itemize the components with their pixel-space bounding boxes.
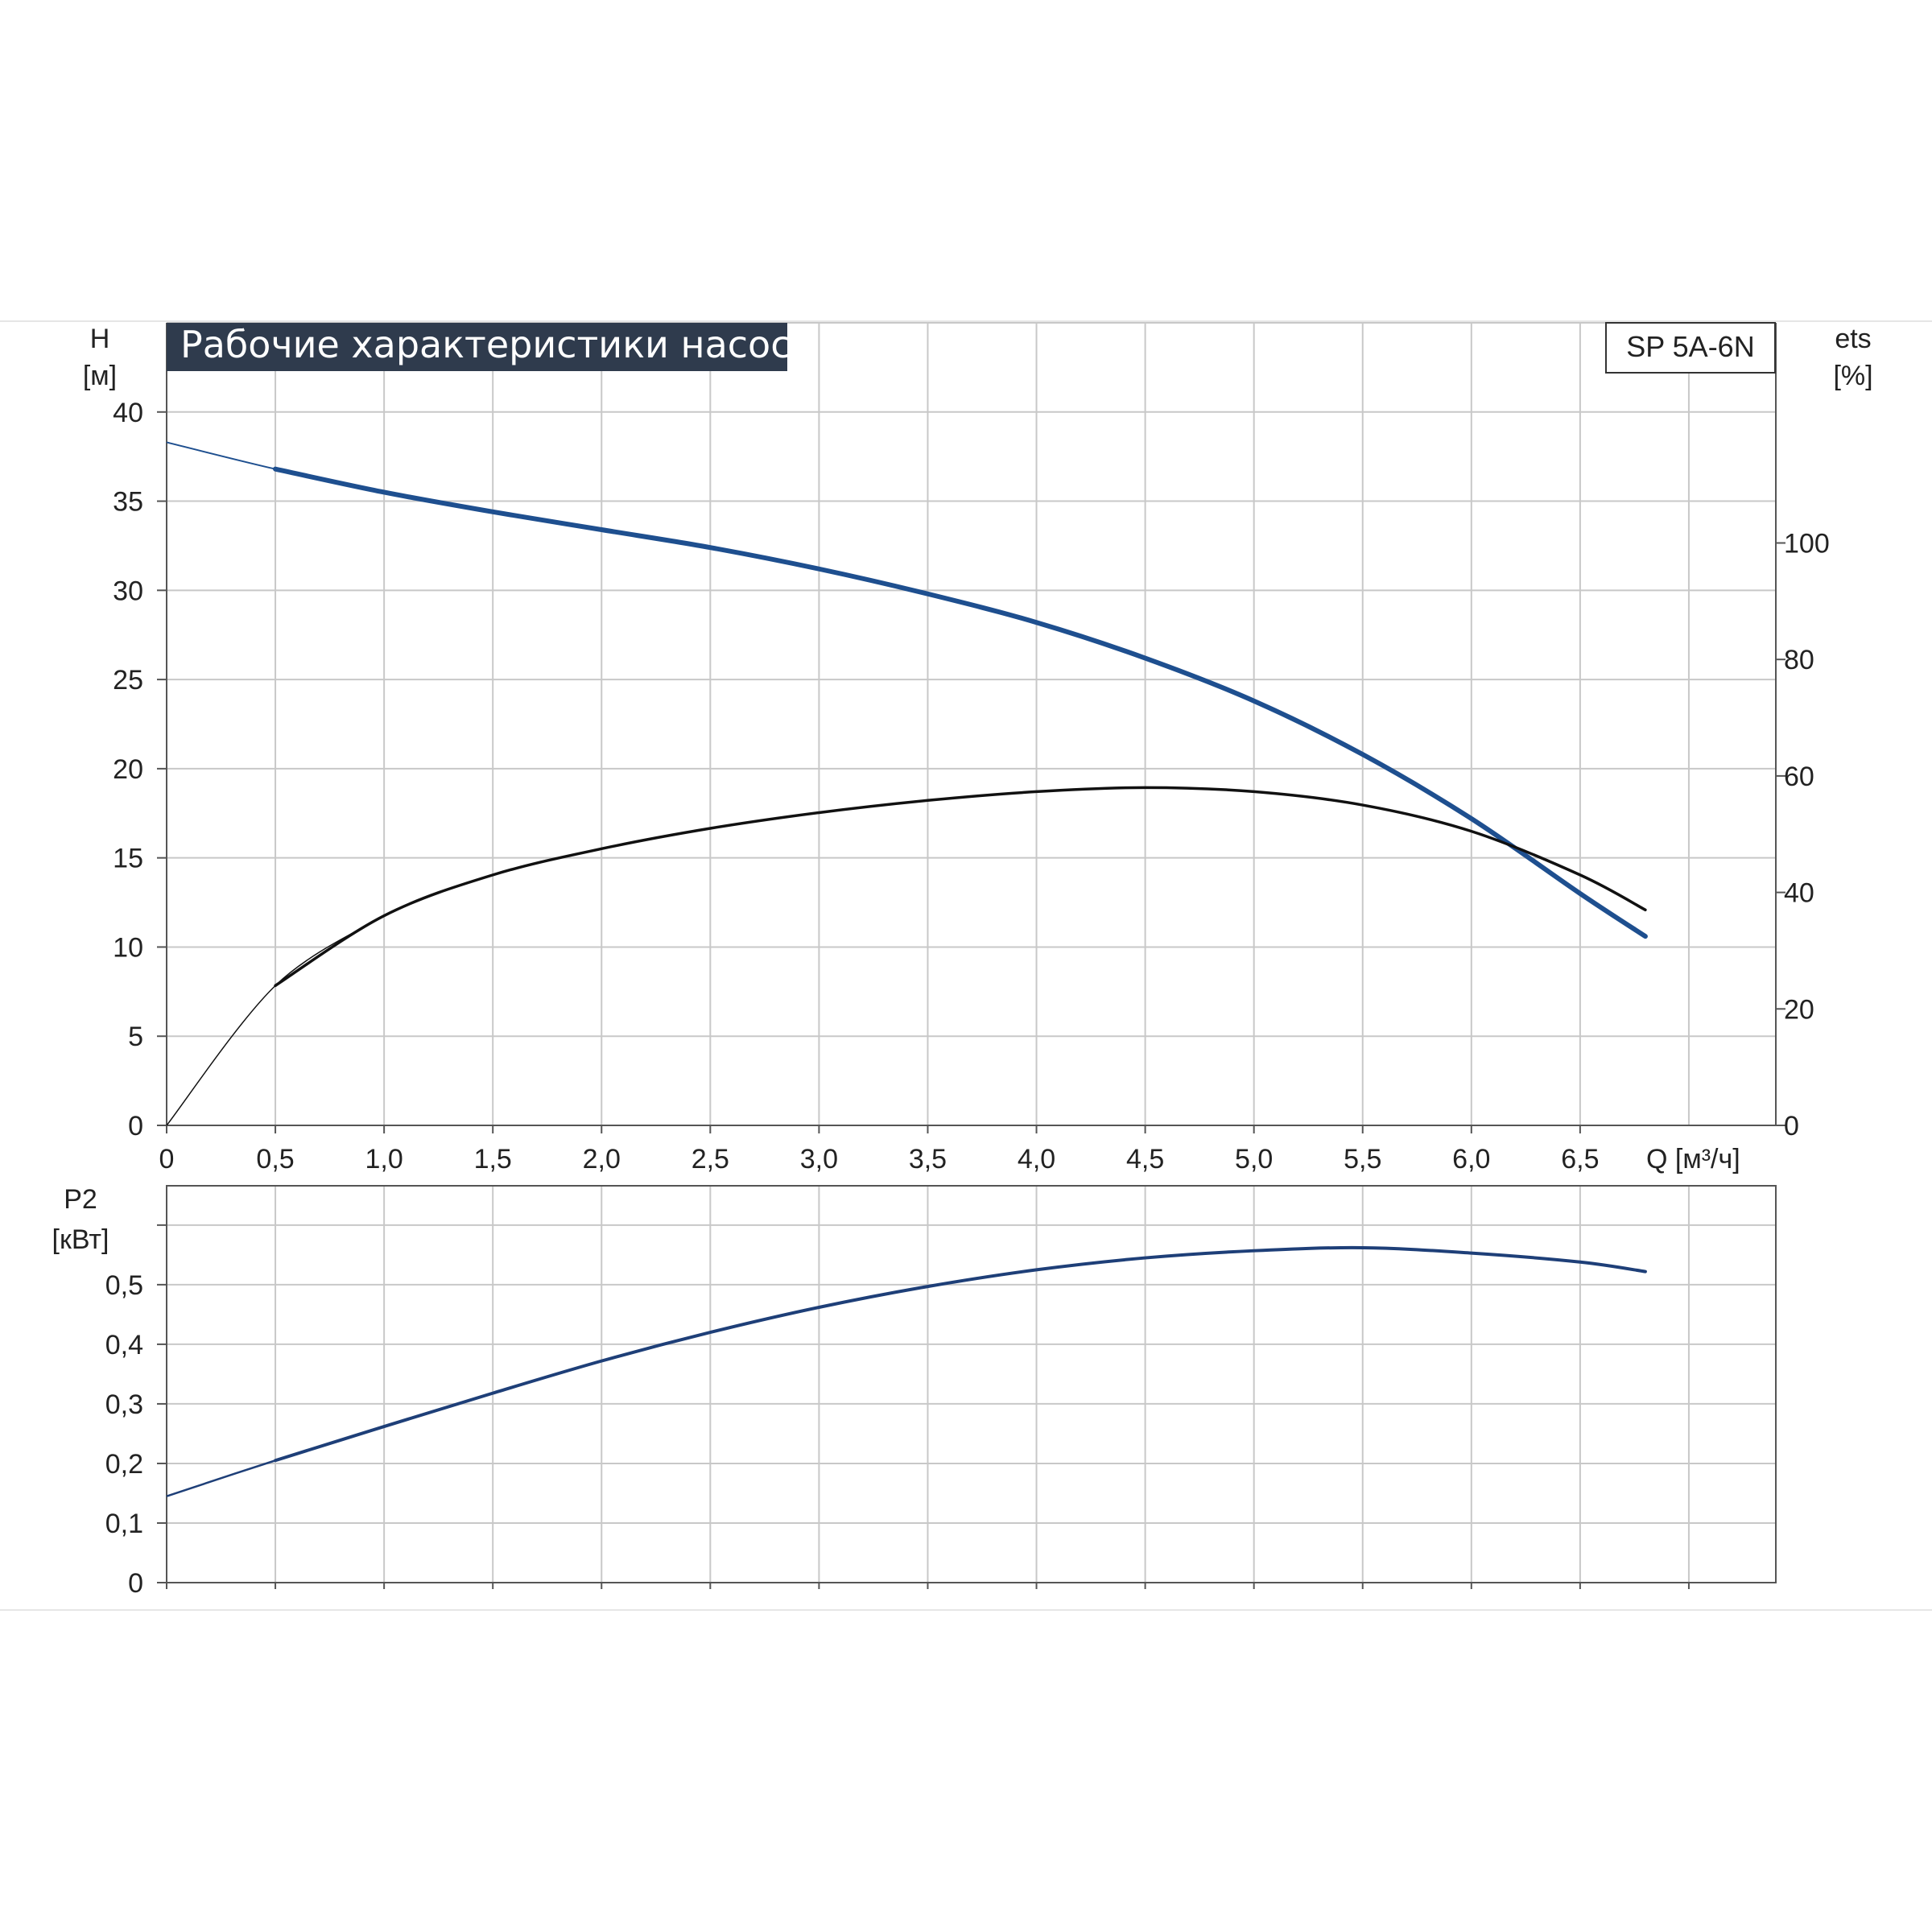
bottom-frame: [166, 1185, 1777, 1583]
model-label-box: [1605, 322, 1776, 374]
x-tick-label: 2,0: [583, 1144, 621, 1174]
y-left-axis-unit: [м]: [83, 361, 117, 391]
power-curve: [274, 1245, 1647, 1463]
x-tick-label: 1,5: [474, 1144, 512, 1174]
y-right-tick-label: 80: [1784, 645, 1814, 675]
y-left-tick-label: 40: [113, 398, 143, 428]
y-right-axis-label: ets: [1835, 324, 1871, 354]
y-right-tick-label: 100: [1784, 528, 1830, 559]
y-left-tick-label: 30: [113, 576, 143, 606]
power-y-tick-label: 0,1: [105, 1509, 143, 1539]
x-tick-label: 4,5: [1126, 1144, 1164, 1174]
y-left-axis-label: H: [90, 324, 110, 354]
y-left-tick-label: 35: [113, 487, 143, 518]
x-tick-label: 6,0: [1452, 1144, 1490, 1174]
power-y-tick-label: 0,4: [105, 1330, 143, 1360]
y-right-tick-label: 60: [1784, 762, 1814, 792]
x-tick-label: 0: [159, 1144, 175, 1174]
power-y-tick-label: 0,2: [105, 1449, 143, 1480]
y-right-tick-label: 0: [1784, 1111, 1799, 1141]
y-right-axis-unit: [%]: [1833, 361, 1872, 391]
x-tick-label: 3,0: [800, 1144, 838, 1174]
efficiency-curve: [274, 786, 1647, 988]
y-left-tick-label: 10: [113, 932, 143, 963]
y-left-tick-label: 20: [113, 754, 143, 785]
power-y-tick-label: 0,5: [105, 1270, 143, 1301]
x-tick-label: 5,0: [1235, 1144, 1273, 1174]
x-tick-label: 2,5: [691, 1144, 729, 1174]
x-tick-label: 4,0: [1018, 1144, 1055, 1174]
y-left-tick-label: 5: [128, 1022, 143, 1052]
y-left-tick-label: 25: [113, 665, 143, 696]
power-axis-unit: [кВт]: [52, 1224, 109, 1255]
head-efficiency-chart: 0 5 10 15 20 25 30 35 40 0 20 40 60 80 100 0 0,5 1,0 1,5 2,…: [83, 322, 1873, 1174]
y-left-tick-label: 0: [128, 1111, 143, 1141]
y-right-tick-label: 20: [1784, 994, 1814, 1025]
y-right-tick-label: 40: [1784, 878, 1814, 909]
power-chart: 0 0,1 0,2 0,3 0,4 0,5 P2 [кВт]: [52, 1184, 1777, 1599]
chart-title: Рабочие характеристики насоса: [180, 323, 814, 366]
chart-decor: Рабочие характеристики насоса SP 5A-6N: [167, 322, 1776, 374]
model-label: SP 5A-6N: [1626, 330, 1754, 363]
power-y-tick-label: 0,3: [105, 1389, 143, 1420]
x-tick-label: 6,5: [1561, 1144, 1599, 1174]
x-tick-label: 5,5: [1344, 1144, 1381, 1174]
power-axis-label: P2: [64, 1184, 97, 1215]
x-axis-label: Q [м³/ч]: [1646, 1144, 1740, 1174]
head-curve: [273, 466, 1648, 939]
title-background: [167, 323, 787, 371]
x-tick-label: 0,5: [256, 1144, 294, 1174]
x-tick-label: 3,5: [909, 1144, 947, 1174]
y-left-tick-label: 15: [113, 844, 143, 874]
power-y-tick-label: 0: [128, 1568, 143, 1599]
x-tick-label: 1,0: [365, 1144, 403, 1174]
